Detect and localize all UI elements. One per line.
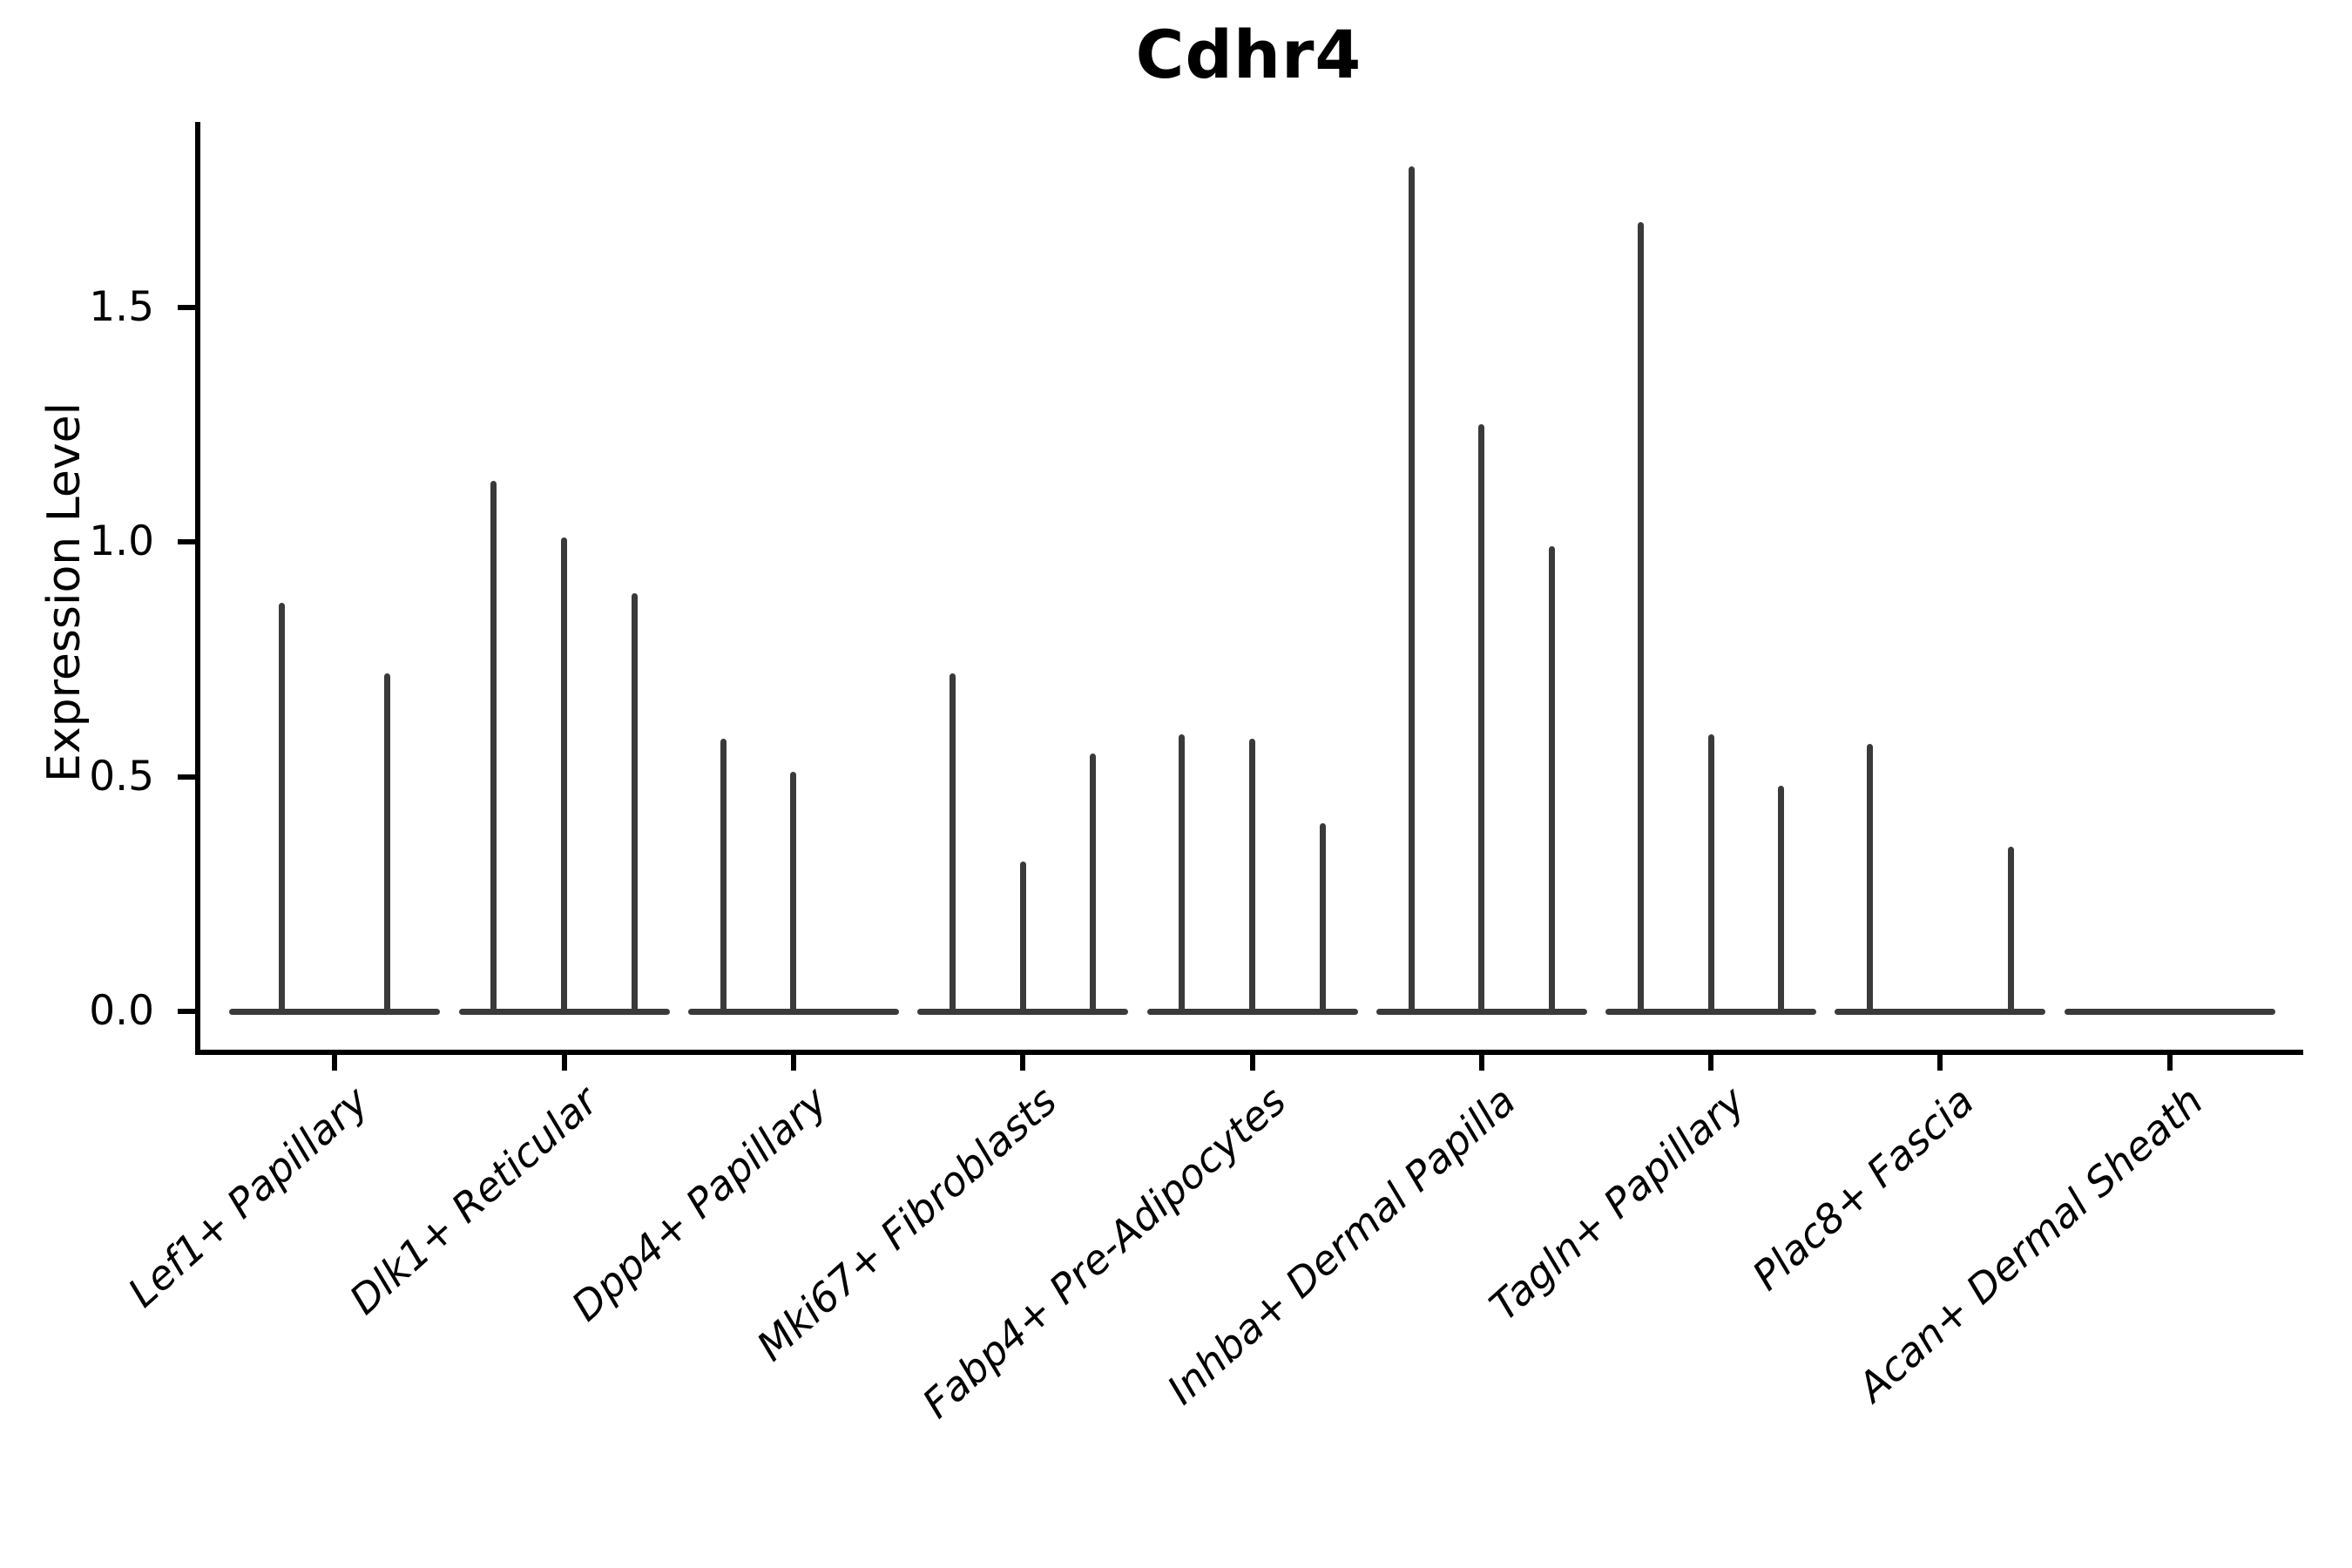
x-tick [1937, 1055, 1943, 1071]
violin-spike [1778, 786, 1785, 1013]
x-tick [790, 1055, 796, 1071]
y-tick [178, 1009, 195, 1014]
violin-spike [1707, 733, 1714, 1013]
x-tick [1708, 1055, 1714, 1071]
y-tick [178, 539, 195, 544]
violin-spike [950, 672, 956, 1013]
x-tick-label: Dlk1+ Reticular [340, 1077, 607, 1324]
x-tick [332, 1055, 338, 1071]
x-tick-label: Plac8+ Fascia [1743, 1077, 1984, 1300]
violin-baseline [1835, 1008, 2046, 1015]
x-tick [1020, 1055, 1026, 1071]
x-tick-label: Dpp4+ Papillary [562, 1077, 836, 1330]
violin-spike [720, 739, 727, 1013]
x-tick-label: Fabp4+ Pre-Adipocytes [913, 1077, 1295, 1428]
violin-spike [1249, 739, 1255, 1013]
x-tick [2166, 1055, 2173, 1071]
violin-baseline [2064, 1008, 2275, 1015]
plot-title: Cdhr4 [1135, 16, 1362, 93]
x-tick [1478, 1055, 1484, 1071]
y-tick-label: 1.5 [89, 282, 154, 331]
violin-spike [1548, 546, 1555, 1013]
violin-spike [490, 480, 497, 1013]
x-tick-label: Lef1+ Papillary [118, 1077, 378, 1317]
y-tick-label: 0.5 [89, 752, 154, 801]
violin-spike [384, 672, 391, 1013]
violin-spike [1867, 743, 1874, 1013]
y-tick [178, 774, 195, 780]
violin-spike [631, 593, 638, 1013]
violin-spike [1478, 424, 1485, 1013]
violin-spike [790, 772, 797, 1013]
violin-spike [561, 537, 568, 1013]
y-tick-label: 1.0 [89, 517, 154, 565]
violin-baseline [229, 1008, 441, 1015]
violin-spike [1019, 861, 1026, 1013]
y-axis-spine [195, 122, 200, 1055]
violin-spike [2007, 847, 2014, 1013]
violin-spike [1637, 222, 1644, 1013]
y-tick-label: 0.0 [89, 987, 154, 1035]
x-axis-spine [195, 1050, 2303, 1055]
violin-spike [1319, 823, 1326, 1013]
violin-spike [279, 603, 286, 1013]
x-tick [561, 1055, 567, 1071]
violin-spike [1090, 753, 1097, 1013]
violin-spike [1179, 733, 1186, 1013]
y-tick [178, 304, 195, 310]
x-tick [1249, 1055, 1255, 1071]
x-tick-label: Tagln+ Papillary [1480, 1077, 1754, 1330]
violin-spike [1408, 166, 1415, 1013]
